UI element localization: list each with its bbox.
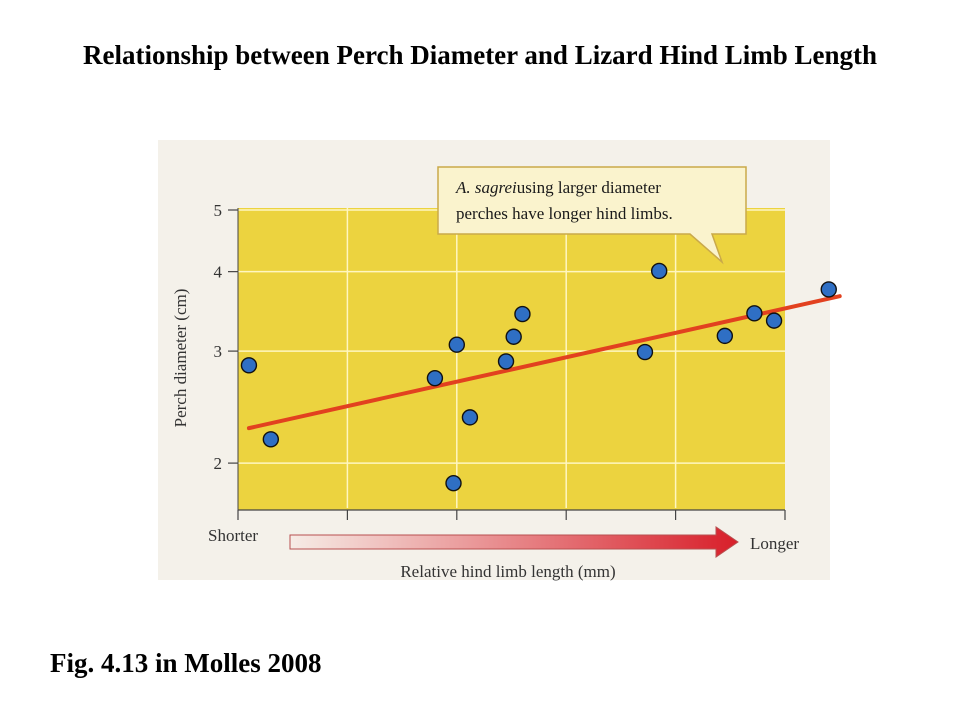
svg-text:A. sagreiusing larger diameter: A. sagreiusing larger diameter (455, 178, 661, 197)
data-point-12 (716, 327, 734, 345)
x-axis-start-label: Shorter (208, 526, 258, 545)
data-point-13 (746, 305, 763, 322)
data-point-14 (765, 312, 783, 329)
x-axis-end-label: Longer (750, 534, 799, 553)
trend-line (246, 294, 842, 431)
data-point-10 (636, 343, 654, 361)
figure-caption: Fig. 4.13 in Molles 2008 (50, 648, 322, 678)
y-axis-label: Perch diameter (cm) (171, 289, 190, 428)
y-tick-label-4: 4 (214, 263, 223, 282)
data-point-6 (461, 409, 479, 426)
y-axis-ticks: 2 3 4 5 (214, 201, 239, 510)
x-axis-ticks (237, 509, 786, 520)
data-point-5 (448, 336, 465, 353)
data-point-15 (820, 281, 837, 298)
data-point-11 (650, 262, 668, 280)
slide-title: Relationship between Perch Diameter and … (82, 40, 878, 70)
data-point-2 (262, 431, 280, 448)
data-point-1 (240, 357, 258, 374)
data-point-8 (505, 328, 522, 345)
data-point-3 (426, 369, 444, 387)
y-tick-label-5: 5 (214, 201, 223, 220)
annotation-line1: using larger diameter (517, 178, 661, 197)
data-points (240, 262, 837, 492)
y-tick-label-3: 3 (214, 342, 223, 361)
x-axis-arrow (289, 526, 739, 558)
callout-box (437, 166, 747, 265)
annotation-italic: A. sagrei (455, 178, 517, 197)
x-axis-label: Relative hind limb length (mm) (400, 562, 615, 581)
y-tick-label-2: 2 (214, 454, 223, 473)
annotation-callout: A. sagreiusing larger diameter perches h… (437, 166, 747, 265)
data-point-4 (445, 474, 462, 492)
data-point-9 (514, 305, 531, 323)
annotation-line2: perches have longer hind limbs. (456, 204, 673, 223)
data-point-7 (497, 353, 515, 370)
